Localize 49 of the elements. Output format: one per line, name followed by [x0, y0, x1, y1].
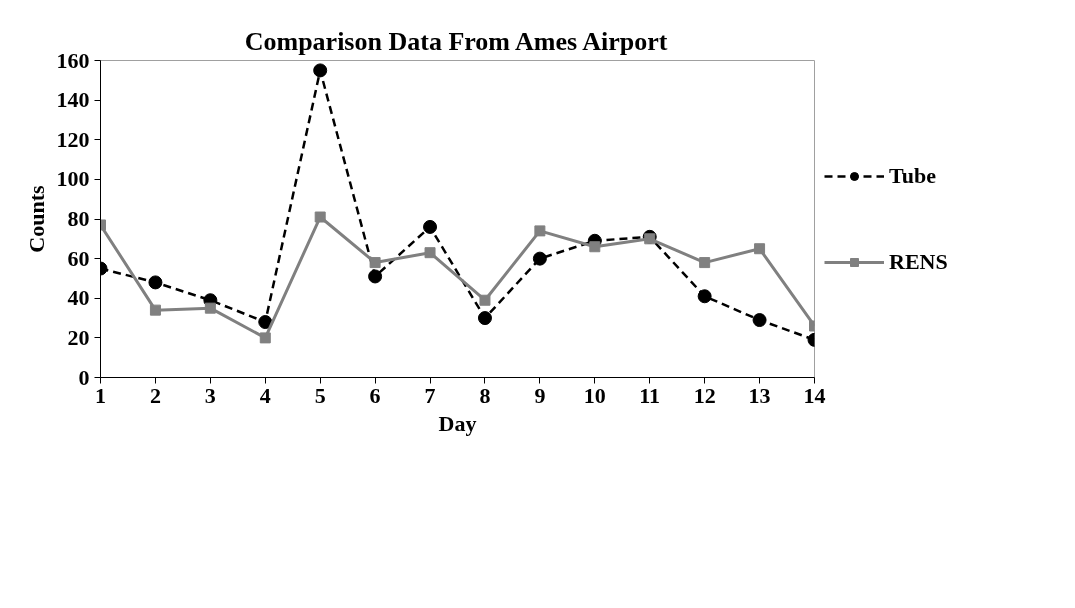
- point: [479, 294, 491, 306]
- x-tick-label: 11: [639, 382, 661, 408]
- point: [752, 313, 767, 328]
- point: [313, 63, 328, 78]
- legend-label: RENS: [889, 248, 948, 275]
- point: [258, 315, 273, 330]
- point: [148, 275, 163, 290]
- y-tick-label: 140: [56, 87, 90, 113]
- x-axis-title: Day: [438, 410, 477, 436]
- x-tick-label: 4: [259, 382, 271, 408]
- legend-label: Tube: [889, 162, 936, 189]
- x-tick-label: 6: [369, 382, 381, 408]
- x-tick-label: 2: [149, 382, 161, 408]
- point: [699, 257, 711, 269]
- chart-title: Comparison Data From Ames Airport: [244, 26, 668, 56]
- x-tick-label: 1: [95, 382, 106, 408]
- point: [423, 219, 438, 234]
- x-tick-label: 5: [314, 382, 326, 408]
- x-tick-label: 13: [748, 382, 771, 408]
- x-tick-label: 7: [424, 382, 436, 408]
- point: [532, 251, 547, 266]
- point: [259, 332, 271, 344]
- point: [589, 241, 601, 253]
- y-tick-label: 20: [67, 324, 90, 350]
- x-tick-label: 10: [583, 382, 606, 408]
- point: [204, 302, 216, 314]
- x-tick-label: 8: [479, 382, 491, 408]
- y-tick-label: 40: [67, 285, 90, 311]
- point: [424, 247, 436, 259]
- point: [149, 304, 161, 316]
- point: [697, 289, 712, 304]
- y-axis-title: Counts: [23, 184, 49, 253]
- x-tick-label: 12: [693, 382, 716, 408]
- point: [314, 211, 326, 223]
- point: [754, 243, 766, 255]
- point: [369, 257, 381, 269]
- x-tick-label: 14: [803, 382, 826, 408]
- point: [368, 269, 383, 284]
- point: [644, 233, 656, 245]
- point: [534, 225, 546, 237]
- y-tick-label: 120: [56, 126, 90, 152]
- y-tick-label: 100: [56, 166, 90, 192]
- x-tick-label: 9: [534, 382, 546, 408]
- y-tick-label: 60: [67, 245, 90, 271]
- point: [477, 311, 492, 326]
- y-tick-label: 80: [67, 206, 90, 231]
- x-tick-label: 3: [204, 382, 216, 408]
- y-tick-label: 160: [56, 47, 90, 73]
- y-tick-label: 0: [78, 364, 90, 390]
